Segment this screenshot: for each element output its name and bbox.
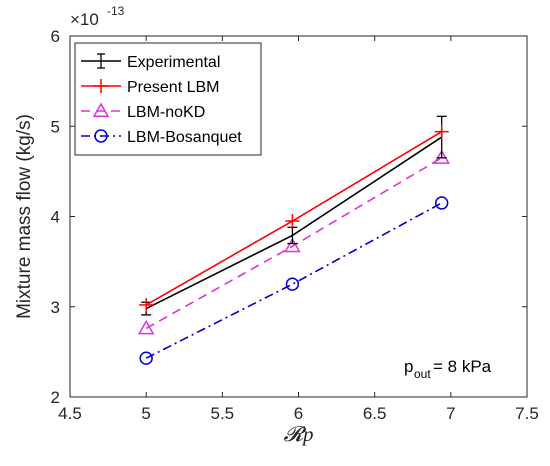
legend: Experimental Present LBM LBM-noKD LBM-Bosan… [74,42,262,156]
marker-circle [285,277,300,291]
legend-entry: LBM-noKD [81,102,205,121]
series-layer [137,115,450,365]
x-tick-label: 6 [294,404,303,423]
marker-circle [139,351,153,365]
legend-label: Present LBM [127,79,219,96]
y-tick-label: 5 [51,117,60,136]
marker-circle [434,196,449,210]
legend-label: LBM-noKD [127,104,205,121]
legend-label: LBM-Bosanquet [127,129,242,146]
plot-frame [69,35,528,398]
series-lbm-bosanquet [139,196,449,365]
y-tick-label: 3 [51,298,60,317]
series-line [145,202,443,359]
y-tick-label: 6 [51,27,60,46]
y-tick-label: 2 [51,388,60,407]
x-axis-label: 𝓡p [283,422,313,446]
x-tick-label: 4.5 [58,404,82,423]
x-tick-label: 7.5 [515,404,539,423]
x-tick-label: 5.5 [211,404,235,423]
x-tick-label: 6.5 [363,404,387,423]
marker-triangle [92,102,110,117]
series-line [145,157,443,330]
y-exponent-power: -13 [107,4,125,18]
marker-triangle [284,237,301,253]
legend-entry: Present LBM [81,79,219,96]
legend-entry: LBM-Bosanquet [81,129,242,146]
legend-entry: Experimental [81,53,220,71]
marker-circle [94,129,108,143]
y-exponent: ×10 -13 [70,4,125,29]
x-tick-label: 7 [446,404,455,423]
annotation-subscript: out [414,367,431,381]
annotation-value: = 8 kPa [433,357,492,376]
marker-triangle [137,319,155,335]
x-tick-label: 5 [141,404,150,423]
y-tick-label: 4 [51,208,60,227]
annotation-pout: p out = 8 kPa [404,357,492,381]
legend-label: Experimental [127,54,220,71]
series-lbm-nokd [137,149,450,335]
annotation-base: p [404,357,413,376]
y-axis-label: Mixture mass flow (kg/s) [14,114,35,319]
series-present-lbm [139,124,449,312]
marker-triangle [433,149,450,164]
y-exponent-base: ×10 [70,10,99,29]
